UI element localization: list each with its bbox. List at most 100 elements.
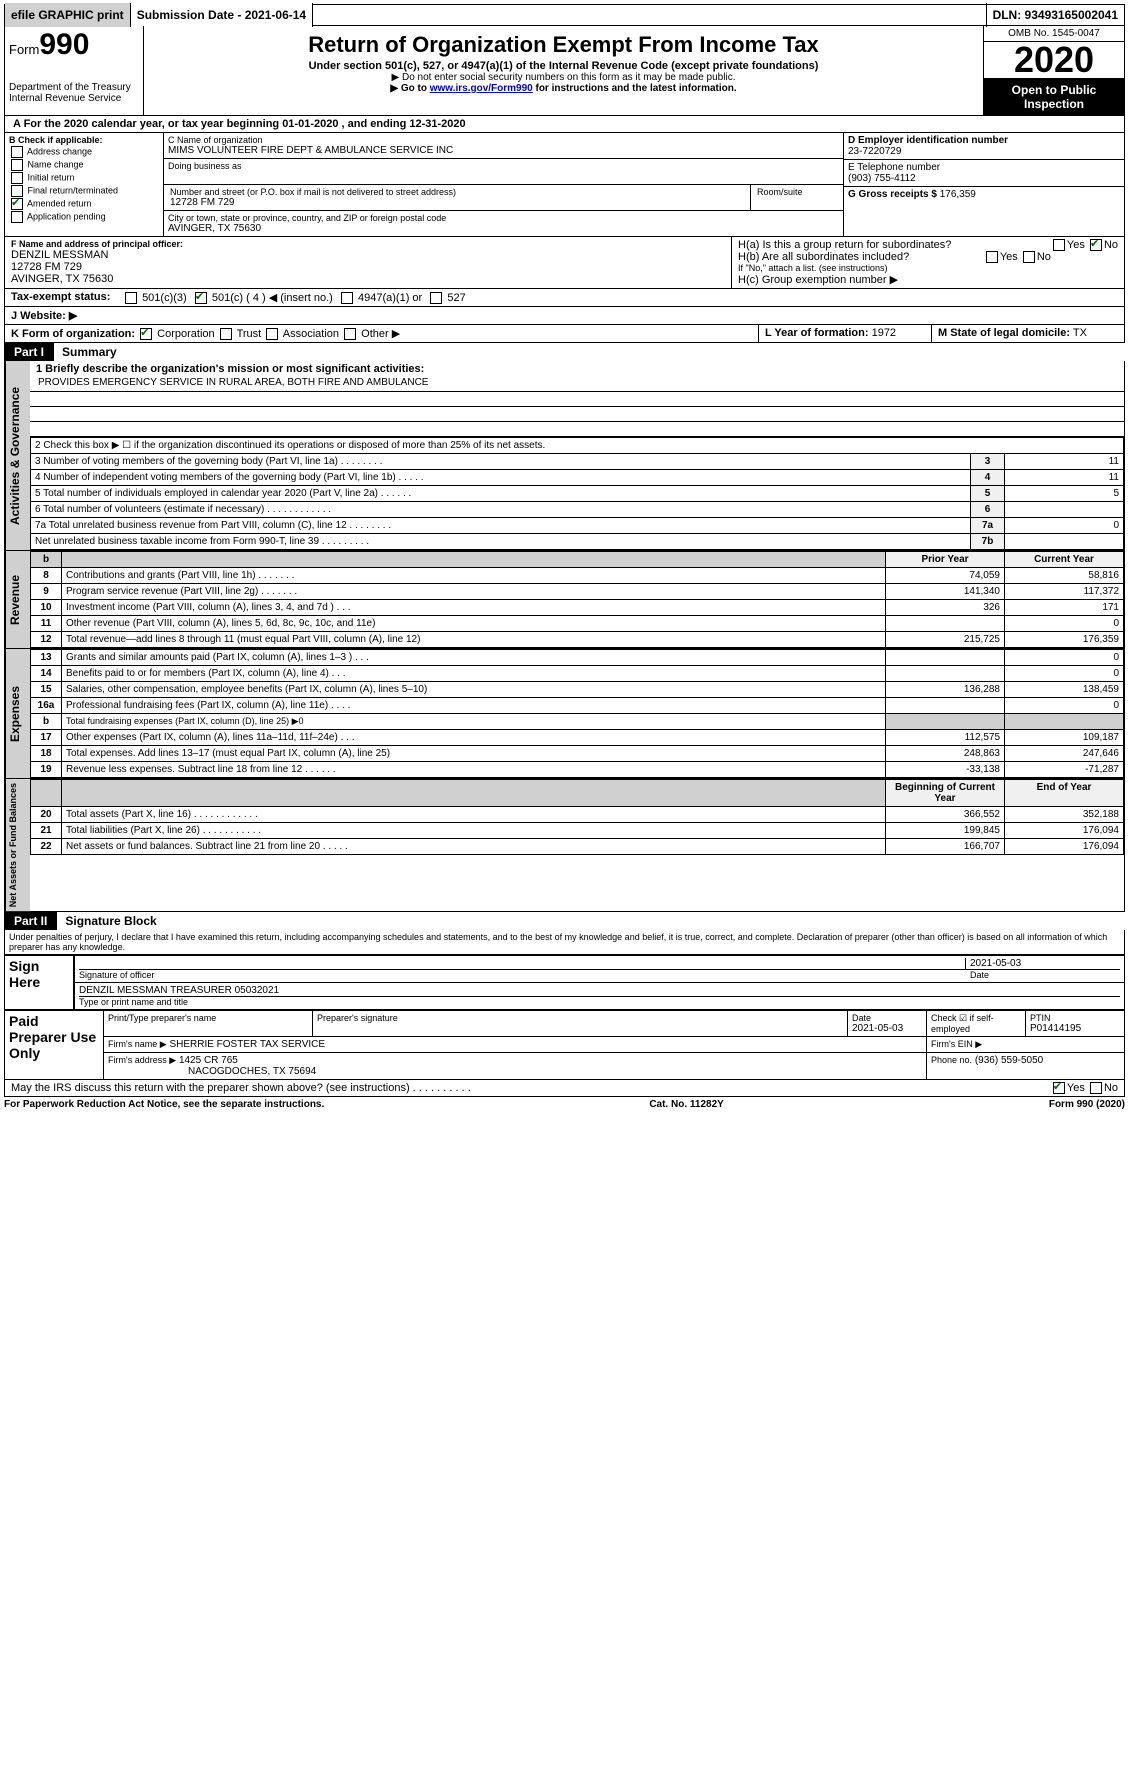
501c4-label: 501(c) ( 4 ) ◀ (insert no.) — [212, 292, 333, 304]
line-6-desc: 6 Total number of volunteers (estimate i… — [31, 502, 971, 518]
side-label-revenue: Revenue — [5, 551, 30, 648]
h-b-row: H(b) Are all subordinates included? Yes … — [738, 251, 1118, 263]
mission-blank-2 — [30, 407, 1124, 422]
table-row: 18Total expenses. Add lines 13–17 (must … — [31, 746, 1124, 762]
line-k-l-m: K Form of organization: Corporation Trus… — [4, 325, 1125, 343]
tax-year: 2020 — [984, 42, 1124, 79]
governance-table: 2 Check this box ▶ ☐ if the organization… — [30, 437, 1124, 550]
irs-label: Internal Revenue Service — [9, 93, 139, 104]
line-7a-desc: 7a Total unrelated business revenue from… — [31, 518, 971, 534]
k-trust: Trust — [237, 328, 262, 340]
sign-date: 2021-05-03 — [965, 958, 1120, 970]
revenue-section: Revenue bPrior YearCurrent Year 8Contrib… — [4, 551, 1125, 649]
domicile-label: M State of legal domicile: — [938, 327, 1070, 339]
firm-phone-value: (936) 559-5050 — [975, 1055, 1043, 1066]
firm-addr-label: Firm's address ▶ — [108, 1055, 176, 1065]
note-link-pre: ▶ Go to — [390, 83, 429, 94]
org-name-label: C Name of organization — [168, 135, 839, 145]
footer-mid: Cat. No. 11282Y — [649, 1099, 723, 1110]
gross-receipts-label: G Gross receipts $ — [848, 189, 937, 200]
form-number: Form990 — [9, 28, 139, 62]
mission-label: 1 Briefly describe the organization's mi… — [30, 361, 1124, 377]
mission-text: PROVIDES EMERGENCY SERVICE IN RURAL AREA… — [30, 377, 1124, 392]
line-i: Tax-exempt status: 501(c)(3) 501(c) ( 4 … — [4, 289, 1125, 307]
preparer-date-label: Date — [852, 1013, 922, 1023]
ptin-label: PTIN — [1030, 1013, 1120, 1023]
chk-name-change[interactable]: Name change — [9, 159, 159, 171]
line-7b-desc: Net unrelated business taxable income fr… — [31, 534, 971, 550]
line-4-desc: 4 Number of independent voting members o… — [31, 470, 971, 486]
form990-link[interactable]: www.irs.gov/Form990 — [430, 83, 533, 94]
street-label: Number and street (or P.O. box if mail i… — [170, 187, 744, 197]
chk-address-change[interactable]: Address change — [9, 146, 159, 158]
expenses-table: 13Grants and similar amounts paid (Part … — [30, 649, 1124, 778]
officer-street: 12728 FM 729 — [11, 261, 725, 273]
mission-blank-3 — [30, 422, 1124, 437]
sign-name-title: DENZIL MESSMAN TREASURER 05032021 — [79, 985, 1120, 997]
form-prefix: Form — [9, 42, 39, 57]
footer-right: Form 990 (2020) — [1049, 1099, 1125, 1110]
form-org-label: K Form of organization: — [11, 328, 135, 340]
part-1-label: Part I — [4, 343, 54, 361]
expenses-section: Expenses 13Grants and similar amounts pa… — [4, 649, 1125, 779]
activities-governance-section: Activities & Governance 1 Briefly descri… — [4, 361, 1125, 551]
h-b-label: H(b) Are all subordinates included? — [738, 251, 909, 263]
mission-blank-1 — [30, 392, 1124, 407]
top-bar: efile GRAPHIC print Submission Date - 20… — [4, 4, 1125, 26]
table-row: 13Grants and similar amounts paid (Part … — [31, 650, 1124, 666]
domicile-value: TX — [1073, 327, 1087, 339]
table-row: 15Salaries, other compensation, employee… — [31, 682, 1124, 698]
table-row: bTotal fundraising expenses (Part IX, co… — [31, 714, 1124, 730]
perjury-statement: Under penalties of perjury, I declare th… — [4, 930, 1125, 955]
chk-initial-return[interactable]: Initial return — [9, 172, 159, 184]
end-year-header: End of Year — [1005, 780, 1124, 807]
preparer-sig-label: Preparer's signature — [317, 1013, 843, 1023]
org-name: MIMS VOLUNTEER FIRE DEPT & AMBULANCE SER… — [168, 145, 839, 156]
phone-label: E Telephone number — [848, 162, 1120, 173]
chk-application-pending[interactable]: Application pending — [9, 211, 159, 223]
officer-group-block: F Name and address of principal officer:… — [4, 237, 1125, 289]
paid-preparer-table: Paid Preparer Use Only Print/Type prepar… — [4, 1010, 1125, 1080]
open-to-public: Open to Public Inspection — [984, 79, 1124, 115]
table-row: 20Total assets (Part X, line 16) . . . .… — [31, 807, 1124, 823]
table-row: 19Revenue less expenses. Subtract line 1… — [31, 762, 1124, 778]
line-5-col: 5 — [971, 486, 1005, 502]
gross-receipts-value: 176,359 — [940, 189, 976, 200]
table-row: 8Contributions and grants (Part VIII, li… — [31, 568, 1124, 584]
submission-date: Submission Date - 2021-06-14 — [131, 3, 313, 27]
box-b-title: B Check if applicable: — [9, 135, 159, 145]
dept-label: Department of the Treasury — [9, 82, 139, 93]
table-row: 12Total revenue—add lines 8 through 11 (… — [31, 632, 1124, 648]
chk-amended-return[interactable]: Amended return — [9, 198, 159, 210]
efile-label[interactable]: efile GRAPHIC print — [5, 3, 131, 27]
note-ssn: ▶ Do not enter social security numbers o… — [148, 72, 979, 83]
discuss-label: May the IRS discuss this return with the… — [5, 1080, 1045, 1096]
sig-officer-label: Signature of officer — [79, 970, 966, 980]
year-formation-label: L Year of formation: — [765, 327, 869, 339]
line-7a-val: 0 — [1005, 518, 1124, 534]
table-row: 9Program service revenue (Part VIII, lin… — [31, 584, 1124, 600]
part-1-header: Part I Summary — [4, 343, 1125, 361]
501c3-label: 501(c)(3) — [142, 292, 187, 304]
line-a: A For the 2020 calendar year, or tax yea… — [4, 116, 1125, 133]
self-employed-label: Check ☑ if self-employed — [927, 1011, 1026, 1037]
form-subtitle: Under section 501(c), 527, or 4947(a)(1)… — [148, 60, 979, 72]
tax-exempt-label: Tax-exempt status: — [5, 289, 117, 306]
table-row: 11Other revenue (Part VIII, column (A), … — [31, 616, 1124, 632]
open-public-1: Open to Public — [1012, 83, 1097, 97]
dba-label: Doing business as — [168, 161, 839, 171]
city-label: City or town, state or province, country… — [168, 213, 839, 223]
line-2: 2 Check this box ▶ ☐ if the organization… — [31, 438, 1124, 454]
firm-addr-value: 1425 CR 765 — [179, 1055, 238, 1066]
paid-preparer-label: Paid Preparer Use Only — [5, 1011, 104, 1080]
side-label-expenses: Expenses — [5, 649, 30, 778]
type-name-label: Type or print name and title — [79, 997, 1120, 1007]
firm-phone-label: Phone no. — [931, 1055, 972, 1065]
footer: For Paperwork Reduction Act Notice, see … — [4, 1097, 1125, 1112]
k-assoc: Association — [283, 328, 339, 340]
preparer-name-label: Print/Type preparer's name — [108, 1013, 308, 1023]
line-5-val: 5 — [1005, 486, 1124, 502]
chk-final-return[interactable]: Final return/terminated — [9, 185, 159, 197]
open-public-2: Inspection — [1024, 97, 1084, 111]
form-title: Return of Organization Exempt From Incom… — [148, 32, 979, 58]
